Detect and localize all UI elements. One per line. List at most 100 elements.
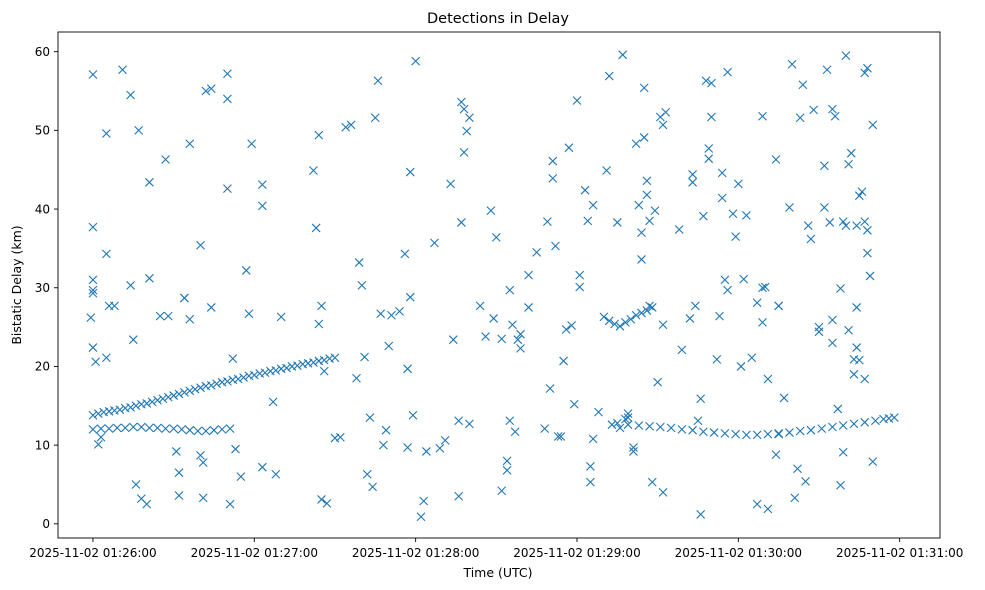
data-point xyxy=(865,271,875,281)
data-point xyxy=(505,285,515,295)
data-point xyxy=(704,154,714,164)
data-point xyxy=(322,498,332,508)
data-point xyxy=(88,425,98,434)
data-point xyxy=(131,480,141,489)
y-axis-label: Bistatic Delay (km) xyxy=(9,225,24,344)
x-tick: 2025-11-02 01:26:00 xyxy=(29,538,157,560)
data-point xyxy=(752,499,762,509)
data-point xyxy=(459,104,469,114)
data-point xyxy=(126,281,135,290)
data-point xyxy=(142,499,152,509)
data-point xyxy=(620,414,630,424)
data-point xyxy=(785,428,794,437)
data-point xyxy=(658,120,668,130)
data-point xyxy=(548,156,558,166)
data-point xyxy=(846,148,856,158)
data-point xyxy=(583,216,593,226)
data-point xyxy=(693,416,703,426)
data-point xyxy=(454,416,464,426)
data-point xyxy=(620,317,630,327)
data-point xyxy=(373,76,383,86)
data-point xyxy=(335,432,345,442)
data-point xyxy=(747,353,757,363)
data-point xyxy=(282,363,291,373)
data-point xyxy=(645,421,654,431)
data-point xyxy=(142,399,152,408)
data-point xyxy=(707,78,716,88)
data-point xyxy=(637,308,646,318)
data-point xyxy=(102,129,111,138)
data-point xyxy=(860,417,870,427)
data-point xyxy=(387,310,396,320)
data-point xyxy=(860,68,870,78)
data-point xyxy=(271,469,281,479)
data-point xyxy=(206,303,216,312)
data-point xyxy=(717,168,727,178)
data-point xyxy=(319,366,329,376)
y-tick-label: 40 xyxy=(35,202,50,216)
data-point xyxy=(190,384,200,394)
data-point xyxy=(448,335,458,345)
data-point xyxy=(787,59,797,69)
data-point xyxy=(828,422,837,432)
data-point xyxy=(871,416,880,426)
data-point xyxy=(863,225,872,235)
data-point xyxy=(715,311,724,321)
data-point xyxy=(836,480,845,490)
data-point xyxy=(88,343,98,352)
data-point xyxy=(860,217,870,227)
data-point xyxy=(403,364,412,374)
data-point xyxy=(88,288,98,298)
data-point xyxy=(365,413,375,422)
y-tick-label: 30 xyxy=(35,281,50,295)
data-point xyxy=(844,159,853,169)
data-point xyxy=(88,410,98,420)
x-axis-label: Time (UTC) xyxy=(462,565,532,580)
data-point xyxy=(852,303,862,312)
data-point xyxy=(838,447,848,457)
data-point xyxy=(631,139,641,149)
data-point xyxy=(642,176,652,186)
data-point xyxy=(623,420,633,430)
data-point xyxy=(120,423,130,433)
data-point xyxy=(368,482,378,492)
x-tick: 2025-11-02 01:27:00 xyxy=(191,538,318,560)
data-point xyxy=(179,293,189,303)
data-point xyxy=(430,238,439,248)
y-tick-label: 10 xyxy=(35,438,50,452)
data-point xyxy=(513,335,523,345)
data-point xyxy=(795,426,805,436)
data-point xyxy=(360,352,369,362)
data-point xyxy=(370,113,380,123)
data-point xyxy=(828,104,837,114)
data-point xyxy=(96,432,106,442)
data-point xyxy=(798,80,808,90)
data-points xyxy=(86,50,899,522)
data-point xyxy=(505,416,515,426)
data-point xyxy=(653,377,663,387)
data-point xyxy=(752,298,762,308)
data-point xyxy=(828,338,837,348)
data-point xyxy=(868,120,878,130)
data-point xyxy=(185,386,195,396)
data-point xyxy=(126,90,135,100)
data-point xyxy=(626,314,636,324)
x-tick-label: 2025-11-02 01:31:00 xyxy=(836,546,963,560)
data-point xyxy=(806,425,816,435)
data-point xyxy=(104,424,114,434)
data-point xyxy=(677,425,687,434)
data-point xyxy=(86,313,96,323)
data-point xyxy=(257,462,267,472)
data-point xyxy=(548,173,558,183)
data-point xyxy=(147,397,157,407)
data-point xyxy=(376,309,386,319)
x-tick: 2025-11-02 01:30:00 xyxy=(675,538,802,560)
data-point xyxy=(88,222,98,232)
data-point xyxy=(223,69,232,79)
data-point xyxy=(249,370,259,380)
data-point xyxy=(561,325,571,334)
y-tick: 30 xyxy=(35,281,58,295)
data-point xyxy=(102,353,111,363)
data-point xyxy=(704,144,714,153)
